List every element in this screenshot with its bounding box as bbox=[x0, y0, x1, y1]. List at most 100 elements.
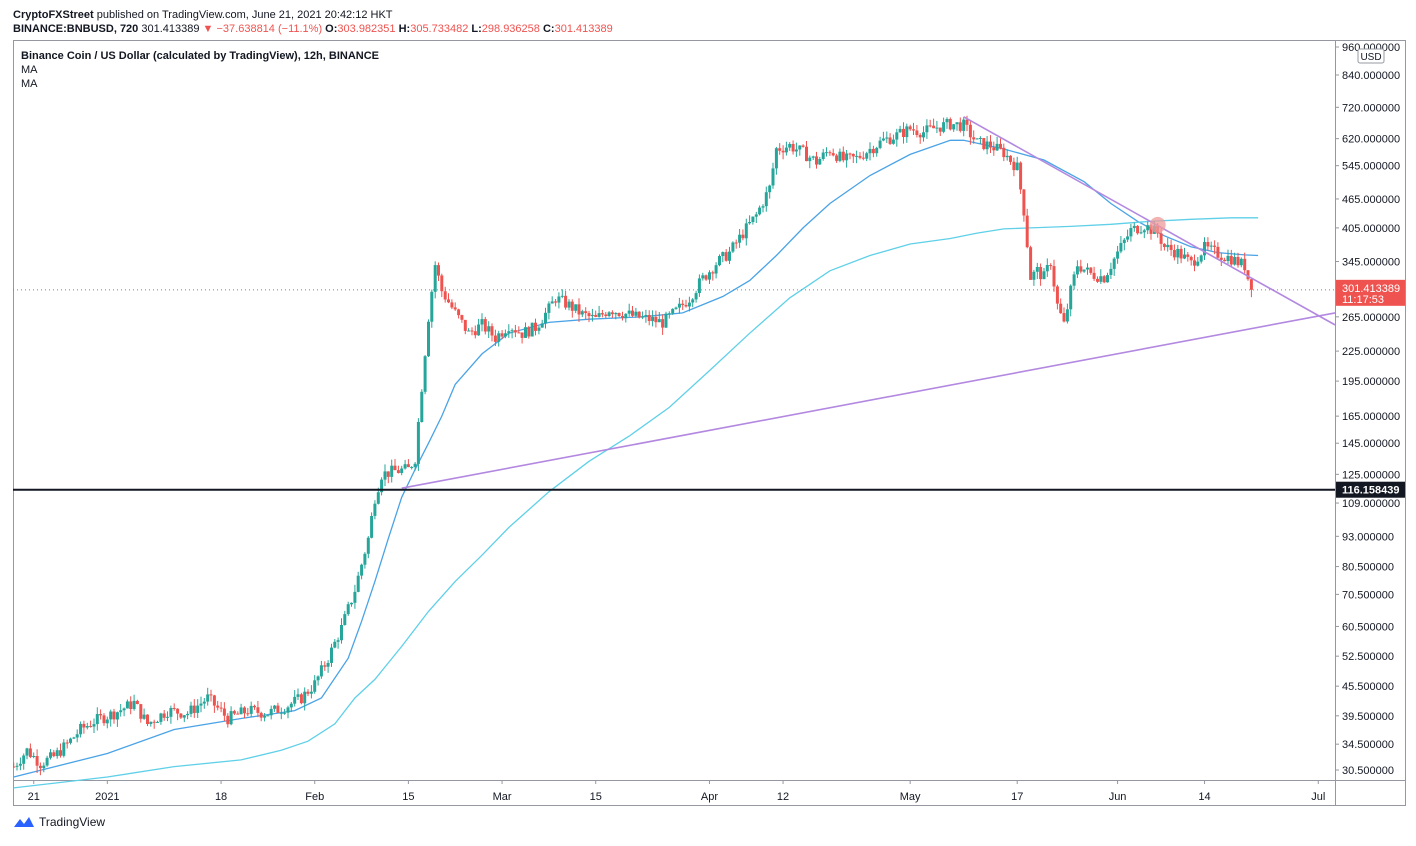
candle-body bbox=[694, 293, 698, 300]
candle-body bbox=[661, 319, 665, 328]
candle-body bbox=[72, 737, 76, 739]
candle-body bbox=[243, 707, 246, 714]
candle-body bbox=[631, 310, 634, 316]
candle-body bbox=[483, 319, 487, 332]
candle-body bbox=[674, 307, 678, 309]
candle-body bbox=[801, 145, 805, 147]
candle-body bbox=[567, 301, 571, 308]
trendlines bbox=[13, 116, 1336, 491]
candle-body bbox=[353, 591, 357, 603]
candle-body bbox=[540, 323, 544, 328]
candle-body bbox=[296, 694, 300, 697]
candle-body bbox=[510, 330, 514, 332]
candle-body bbox=[657, 319, 661, 323]
candle-body bbox=[35, 756, 39, 766]
candle-body bbox=[400, 468, 404, 473]
candle-body bbox=[1196, 261, 1200, 266]
candle-body bbox=[1149, 225, 1153, 234]
candle-body bbox=[413, 463, 417, 467]
candle-body bbox=[1119, 243, 1123, 252]
candle-body bbox=[978, 138, 982, 139]
price-tick-label: 840.000000 bbox=[1342, 70, 1400, 82]
candle-body bbox=[667, 313, 671, 315]
candle-body bbox=[433, 265, 437, 292]
candle-body bbox=[748, 222, 752, 224]
candle-body bbox=[122, 708, 126, 711]
candle-body bbox=[1025, 215, 1029, 248]
candle-body bbox=[781, 150, 785, 153]
chart-area[interactable]: 960.000000 840.000000 720.000000 620.000000… bbox=[12, 40, 1406, 806]
time-axis[interactable]: 21 2021 18 Feb 15 Mar 15 Apr 12 May 17 Jun 14 Jul bbox=[28, 780, 1326, 803]
candle-body bbox=[1229, 255, 1233, 265]
candle-body bbox=[1176, 248, 1180, 258]
candle-body bbox=[1005, 155, 1009, 158]
candle-body bbox=[1072, 274, 1076, 286]
price-axis[interactable]: 960.000000 840.000000 720.000000 620.000000… bbox=[1335, 42, 1400, 777]
candle-body bbox=[677, 303, 681, 308]
candle-body bbox=[350, 602, 353, 605]
candle-body bbox=[276, 705, 280, 713]
candle-body bbox=[1082, 269, 1086, 272]
candle-body bbox=[550, 301, 554, 304]
time-tick-label: 14 bbox=[1198, 791, 1210, 803]
candle-body bbox=[784, 147, 788, 153]
candle-body bbox=[537, 327, 541, 331]
candle-body bbox=[881, 138, 885, 141]
price-tick-label: 405.000000 bbox=[1342, 223, 1400, 235]
candle-body bbox=[333, 641, 337, 648]
legend-ma-fast[interactable]: MA bbox=[21, 64, 38, 76]
candle-body bbox=[1075, 266, 1079, 275]
candle-body bbox=[115, 712, 119, 720]
candle-body bbox=[918, 134, 922, 138]
candle-body bbox=[146, 714, 149, 724]
candle-body bbox=[249, 705, 253, 714]
candle-body bbox=[89, 726, 93, 727]
candle-body bbox=[841, 151, 845, 161]
footer-brand[interactable]: TradingView bbox=[13, 815, 105, 829]
candle-body bbox=[1183, 254, 1186, 259]
candle-body bbox=[463, 319, 467, 331]
candle-body bbox=[1012, 161, 1016, 171]
candle-body bbox=[12, 766, 16, 768]
candle-body bbox=[1206, 242, 1210, 247]
price-chart[interactable]: 960.000000 840.000000 720.000000 620.000000… bbox=[12, 40, 1406, 806]
candle-body bbox=[202, 701, 206, 704]
candle-body bbox=[534, 322, 537, 331]
candle-body bbox=[179, 713, 183, 718]
candle-body bbox=[503, 333, 507, 337]
legend-ma-slow[interactable]: MA bbox=[21, 78, 38, 90]
candle-body bbox=[1106, 275, 1109, 283]
candle-body bbox=[580, 311, 584, 315]
tradingview-logo-icon bbox=[14, 817, 34, 827]
ma-slow-line bbox=[13, 217, 1259, 789]
candle-body bbox=[340, 625, 343, 641]
candle-body bbox=[855, 155, 859, 157]
published-text: published on TradingView.com, June 21, 2… bbox=[96, 9, 393, 21]
candle-body bbox=[771, 168, 775, 186]
candle-body bbox=[152, 721, 156, 723]
publisher-name[interactable]: CryptoFXStreet bbox=[13, 9, 94, 21]
candle-body bbox=[79, 723, 83, 735]
candle-body bbox=[1096, 278, 1099, 282]
candle-body bbox=[376, 492, 380, 504]
price-tick-label: 265.000000 bbox=[1342, 312, 1400, 324]
candle-body bbox=[186, 713, 190, 716]
time-tick-label: May bbox=[900, 791, 921, 803]
open-label: O: bbox=[325, 23, 338, 35]
candle-body bbox=[915, 130, 919, 135]
candle-body bbox=[82, 723, 86, 728]
last-price: 301.413389 bbox=[141, 23, 200, 35]
candle-body bbox=[109, 711, 113, 720]
candle-body bbox=[637, 311, 641, 318]
candle-body bbox=[286, 707, 290, 713]
candle-body bbox=[1136, 225, 1140, 234]
close-value: 301.413389 bbox=[554, 23, 613, 35]
candle-body bbox=[1186, 254, 1190, 257]
candle-body bbox=[1002, 147, 1006, 158]
candle-body bbox=[594, 314, 598, 317]
candle-body bbox=[226, 715, 230, 725]
open-value: 303.982351 bbox=[337, 23, 396, 35]
candle-body bbox=[59, 750, 62, 756]
candle-body bbox=[838, 151, 842, 161]
price-tick-label: 225.000000 bbox=[1342, 346, 1400, 358]
